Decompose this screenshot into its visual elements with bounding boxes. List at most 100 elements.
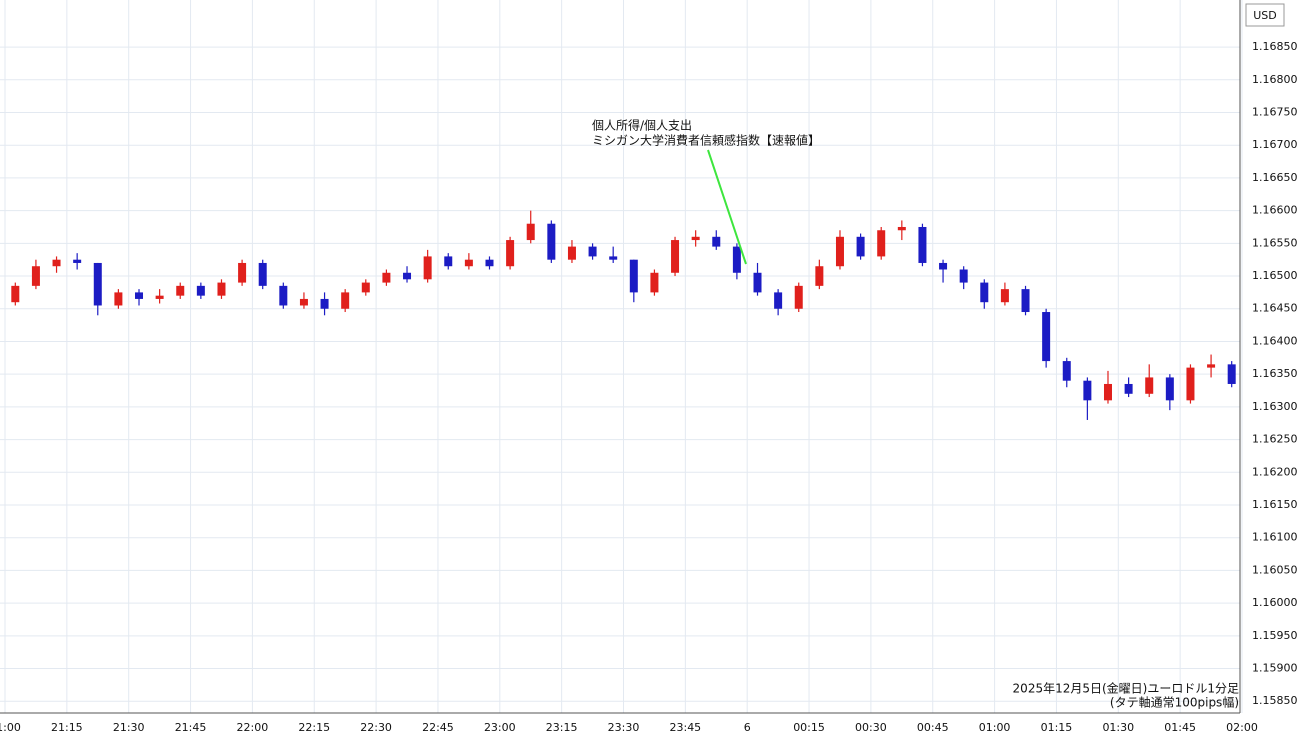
candle-body [135,292,144,299]
candle-body [196,285,205,296]
candle-body [361,282,370,293]
y-tick-label: 1.16650 [1252,171,1298,184]
currency: USD [1253,9,1277,22]
x-tick-label: 23:30 [608,721,640,734]
x-tick-label: 21:30 [113,721,145,734]
candle-body [423,256,432,280]
y-tick-label: 1.16350 [1252,367,1298,380]
y-tick-label: 1.15900 [1252,662,1298,675]
candle-body [1227,364,1236,384]
y-tick-label: 1.16700 [1252,138,1298,151]
x-tick-label: 01:00 [979,721,1011,734]
y-tick-label: 1.16550 [1252,236,1298,249]
candle-body [526,223,535,241]
candle-body [1062,361,1071,381]
y-tick-label: 1.16850 [1252,40,1298,53]
candle-body [732,246,741,273]
candle-body [753,272,762,293]
x-tick-label: 01:15 [1041,721,1073,734]
candle-body [671,240,680,273]
x-tick-label: 22:30 [360,721,392,734]
x-tick-label: 22:15 [298,721,330,734]
candle-body [629,259,638,293]
x-tick-label: 22:00 [237,721,269,734]
caption: 2025年12月5日(金曜日)ユーロドル1分足 [1013,681,1239,696]
annotation-line [707,149,747,265]
candle-body [1124,383,1133,394]
candle-body [609,256,618,260]
candle-body [650,272,659,293]
candle-body [1103,383,1112,401]
candle-body [815,266,824,286]
candle-body [279,285,288,306]
x-tick-label: 21:45 [175,721,207,734]
annotation: 個人所得/個人支出 [592,118,692,133]
candles [11,210,1236,420]
candle-body [856,236,865,257]
candle-body [444,256,453,267]
candle-body [464,259,473,267]
candle-body [547,223,556,260]
candle-body [567,246,576,260]
candle-body [691,236,700,241]
candle-body [176,285,185,296]
y-tick-label: 1.16300 [1252,400,1298,413]
x-tick-label: 21:00 [0,721,21,734]
candle-body [712,236,721,247]
y-tick-label: 1.16750 [1252,106,1298,119]
candle-body [299,298,308,306]
candle-body [485,259,494,267]
candle-body [1186,367,1195,401]
y-tick-label: 1.15950 [1252,629,1298,642]
y-tick-label: 1.16250 [1252,433,1298,446]
candle-body [1145,377,1154,394]
x-tick-label: 6 [744,721,751,734]
candle-body [403,272,412,280]
y-tick-label: 1.16400 [1252,334,1298,347]
annotation: ミシガン大学消費者信頼感指数【速報値】 [592,133,820,148]
candle-body [341,292,350,309]
y-tick-label: 1.16150 [1252,498,1298,511]
grid [0,0,1243,713]
candle-body [980,282,989,303]
caption: (タテ軸通常100pips幅) [1110,695,1239,710]
candle-body [959,269,968,283]
y-tick-label: 1.16050 [1252,563,1298,576]
y-tick-label: 1.15850 [1252,694,1298,707]
y-tick-label: 1.16000 [1252,596,1298,609]
candle-body [155,295,164,299]
x-tick-label: 00:30 [855,721,887,734]
candle-body [1021,289,1030,313]
y-tick-label: 1.16800 [1252,73,1298,86]
candle-body [1165,377,1174,401]
x-tick-label: 23:15 [546,721,578,734]
candle-body [877,230,886,257]
candle-body [73,259,82,263]
candle-body [217,282,226,296]
currency-box [1245,3,1285,27]
candle-body [31,266,40,286]
candle-body [1207,364,1216,368]
candle-body [11,285,20,303]
candle-body [588,246,597,257]
candle-body [114,292,123,306]
y-tick-label: 1.16500 [1252,269,1298,282]
candle-body [238,262,247,283]
x-tick-label: 22:45 [422,721,454,734]
x-tick-label: 02:00 [1226,721,1258,734]
x-tick-label: 23:00 [484,721,516,734]
candle-body [1083,380,1092,401]
candle-body [52,259,61,267]
candle-body [1042,312,1051,362]
candle-body [258,262,267,286]
candle-body [794,285,803,309]
y-tick-label: 1.16450 [1252,302,1298,315]
candle-body [897,226,906,231]
candle-body [939,262,948,270]
candle-body [320,298,329,309]
x-tick-label: 00:15 [793,721,825,734]
y-tick-label: 1.16100 [1252,531,1298,544]
y-tick-label: 1.16200 [1252,465,1298,478]
x-tick-label: 23:45 [669,721,701,734]
